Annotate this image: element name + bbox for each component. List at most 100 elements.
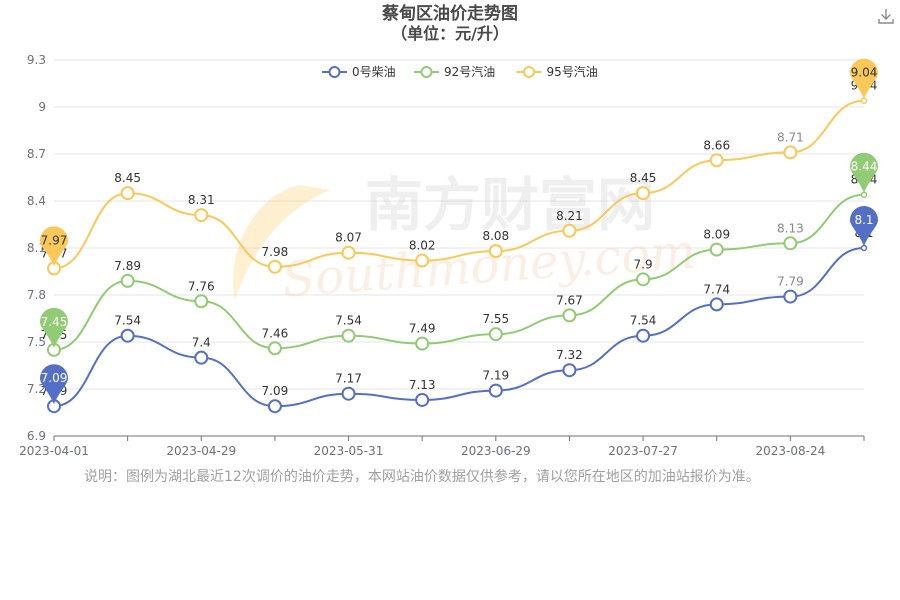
data-point <box>783 145 798 160</box>
y-tick-label: 9.3 <box>27 53 46 67</box>
y-tick-label: 7.8 <box>27 288 46 302</box>
data-point <box>341 245 356 260</box>
data-label: 8.66 <box>703 138 730 152</box>
data-label: 7.55 <box>482 312 509 326</box>
data-label: 7.89 <box>114 259 141 273</box>
series-line <box>53 247 865 408</box>
legend-item-1[interactable]: 92号汽油 <box>414 64 495 79</box>
data-point <box>860 191 868 198</box>
legend-item-2[interactable]: 95号汽油 <box>516 64 598 79</box>
data-point <box>194 208 209 223</box>
legend[interactable]: 0号柴油 92号汽油 95号汽油 <box>322 64 598 79</box>
data-point <box>562 363 577 378</box>
data-label: 8.31 <box>188 193 215 207</box>
data-label: 7.54 <box>335 314 362 328</box>
data-label: 7.4 <box>192 336 211 350</box>
data-label: 7.09 <box>262 384 289 398</box>
legend-label: 0号柴油 <box>352 65 396 79</box>
data-point <box>415 336 430 351</box>
legend-swatch-dot <box>328 66 341 78</box>
data-label: 7.49 <box>409 322 436 336</box>
data-label: 7.19 <box>482 369 509 383</box>
watermark: 南方财富网 Southmoney.com <box>233 171 697 308</box>
pin-marker <box>40 307 68 348</box>
y-tick-label: 7.5 <box>27 335 46 349</box>
legend-label: 95号汽油 <box>547 64 598 79</box>
pin-marker <box>40 226 68 267</box>
pin-marker <box>850 206 878 246</box>
pin-marker-label: 8.44 <box>851 160 878 174</box>
y-grid <box>54 59 864 437</box>
pin-marker <box>40 364 68 405</box>
pin-marker-label: 9.04 <box>851 66 878 80</box>
data-label: 7.79 <box>777 275 804 289</box>
data-label: 8.08 <box>482 229 509 243</box>
download-icon-glyph <box>878 9 894 24</box>
data-point <box>709 242 724 257</box>
data-point <box>709 297 724 312</box>
watermark-swoosh <box>233 185 330 300</box>
pin-marker-label: 7.97 <box>41 233 68 247</box>
data-point <box>415 253 430 268</box>
data-label: 8.45 <box>630 171 657 185</box>
data-point <box>267 341 282 356</box>
data-point <box>783 236 798 251</box>
legend-label: 92号汽油 <box>444 64 495 79</box>
watermark-brand: 南方财富网 <box>365 171 655 239</box>
data-point <box>709 153 724 168</box>
legend-item-0[interactable]: 0号柴油 <box>322 65 396 79</box>
chart-title-block: 蔡甸区油价走势图 （单位：元/升） <box>0 4 900 44</box>
data-point <box>783 289 798 304</box>
data-point <box>488 244 503 259</box>
chart-subtitle: （单位：元/升） <box>391 24 509 43</box>
data-label: 8.45 <box>114 171 141 185</box>
data-point <box>415 392 430 407</box>
data-point <box>636 328 651 343</box>
data-point <box>562 223 577 238</box>
data-label: 7.32 <box>556 348 583 362</box>
series-line <box>53 193 865 351</box>
x-tick-label: 2023-04-29 <box>166 444 236 458</box>
data-point <box>120 273 135 288</box>
data-label: 7.67 <box>556 293 583 307</box>
series-lines <box>47 97 868 414</box>
chart-note: 说明：图例为湖北最近12次调价的油价走势，本网站油价数据仅供参考，请以您所在地区… <box>84 469 760 485</box>
legend-swatch-dot <box>420 66 433 78</box>
data-label: 7.54 <box>114 314 141 328</box>
x-tick-label: 2023-04-01 <box>19 444 89 458</box>
data-point <box>120 186 135 201</box>
data-point <box>341 328 356 343</box>
data-labels: 7.09 7.54 7.4 7.09 7.17 7.13 7.19 7.32 7.54 7.74 7… <box>41 79 878 399</box>
data-label: 7.13 <box>409 378 436 392</box>
chart-title: 蔡甸区油价走势图 <box>382 4 518 24</box>
pin-marker-label: 8.1 <box>854 213 873 227</box>
data-point <box>194 294 209 309</box>
series-line <box>53 99 865 270</box>
x-tick-label: 2023-08-24 <box>755 444 825 458</box>
data-label: 8.09 <box>703 228 730 242</box>
data-label: 8.71 <box>777 130 804 144</box>
y-tick-label: 6.9 <box>27 429 46 443</box>
x-tick-label: 2023-07-27 <box>608 444 678 458</box>
legend-swatch-dot <box>523 66 535 78</box>
pin-marker <box>850 58 878 99</box>
data-point <box>341 386 356 401</box>
data-label: 8.07 <box>335 231 362 245</box>
data-label: 7.76 <box>188 279 215 293</box>
pin-marker-label: 7.45 <box>41 315 68 329</box>
data-label: 8.13 <box>777 221 804 235</box>
data-label: 8.02 <box>409 239 436 253</box>
download-icon[interactable] <box>876 6 896 26</box>
data-point <box>488 327 503 342</box>
x-tick-label: 2023-06-29 <box>461 444 531 458</box>
data-point <box>860 244 868 252</box>
data-point <box>860 97 868 104</box>
data-point <box>488 383 503 398</box>
pin-marker <box>850 152 878 193</box>
data-point <box>194 350 209 365</box>
data-point <box>562 308 577 323</box>
x-tick-label: 2023-05-31 <box>314 444 384 458</box>
data-point <box>636 186 651 201</box>
data-label: 7.74 <box>703 282 730 296</box>
